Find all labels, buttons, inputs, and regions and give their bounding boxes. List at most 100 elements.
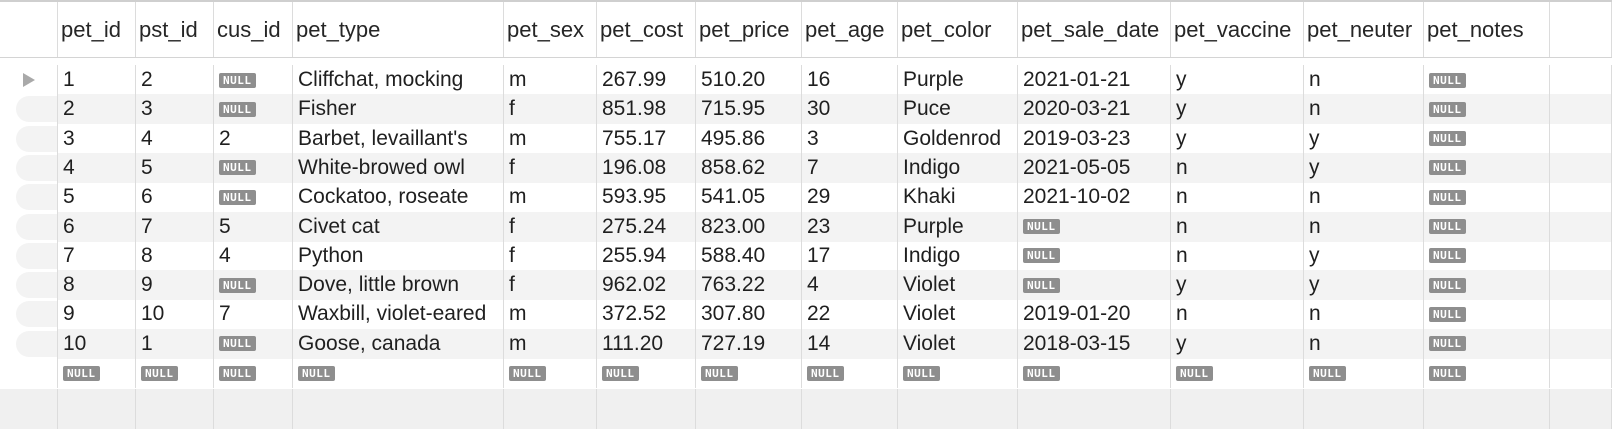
column-header-pet-neuter[interactable]: pet_neuter (1304, 2, 1424, 57)
cell-cus-id[interactable]: NULL (214, 358, 293, 388)
row-gutter[interactable] (0, 240, 58, 271)
cell-pet-color[interactable]: Violet (898, 328, 1018, 359)
new-row[interactable]: NULL NULL NULL NULL NULL NULL NULL NULL NULL NULL… (0, 358, 1612, 388)
cell-pet-color[interactable]: Indigo (898, 240, 1018, 271)
cell-pet-sex[interactable]: f (504, 211, 597, 242)
cell-pet-neuter[interactable]: NULL (1304, 358, 1424, 388)
cell-pet-vaccine[interactable]: y (1171, 94, 1304, 125)
cell-pet-price[interactable]: 715.95 (696, 94, 802, 125)
cell-pet-id[interactable]: 2 (58, 94, 136, 125)
cell-pet-sale-date[interactable]: NULL (1018, 240, 1171, 271)
cell-pst-id[interactable]: 9 (136, 270, 214, 301)
cell-pet-color[interactable]: Violet (898, 270, 1018, 301)
cell-pet-neuter[interactable]: n (1304, 182, 1424, 213)
cell-pet-vaccine[interactable]: n (1171, 211, 1304, 242)
cell-pet-cost[interactable]: NULL (597, 358, 696, 388)
cell-pet-vaccine[interactable]: y (1171, 270, 1304, 301)
cell-pet-type[interactable]: Python (293, 240, 504, 271)
cell-pet-notes[interactable]: NULL (1424, 299, 1550, 330)
table-row[interactable]: 5 6 NULL Cockatoo, roseate m 593.95 541.05 29 Kh… (0, 182, 1612, 213)
column-header-pet-vaccine[interactable]: pet_vaccine (1171, 2, 1304, 57)
cell-pet-id[interactable]: 8 (58, 270, 136, 301)
cell-pet-price[interactable]: 763.22 (696, 270, 802, 301)
table-row[interactable]: 1 2 NULL Cliffchat, mocking m 267.99 510.20 16 P… (0, 65, 1612, 95)
table-row[interactable]: 4 5 NULL White-browed owl f 196.08 858.62 7 Indi… (0, 152, 1612, 183)
cell-pet-type[interactable]: Fisher (293, 94, 504, 125)
cell-pst-id[interactable]: 1 (136, 328, 214, 359)
cell-pet-age[interactable]: NULL (802, 358, 898, 388)
cell-pet-neuter[interactable]: n (1304, 299, 1424, 330)
cell-pet-color[interactable]: NULL (898, 358, 1018, 388)
cell-pet-id[interactable]: 6 (58, 211, 136, 242)
column-header-pet-id[interactable]: pet_id (58, 2, 136, 57)
cell-pet-price[interactable]: 858.62 (696, 152, 802, 183)
table-row[interactable]: 6 7 5 Civet cat f 275.24 823.00 23 Purple NULL n n N… (0, 211, 1612, 242)
cell-pet-type[interactable]: Waxbill, violet-eared (293, 299, 504, 330)
cell-pst-id[interactable]: 6 (136, 182, 214, 213)
cell-pet-neuter[interactable]: n (1304, 94, 1424, 125)
cell-pst-id[interactable]: 7 (136, 211, 214, 242)
cell-pet-sale-date[interactable]: 2021-05-05 (1018, 152, 1171, 183)
cell-pet-neuter[interactable]: y (1304, 152, 1424, 183)
cell-cus-id[interactable]: 7 (214, 299, 293, 330)
cell-pet-sale-date[interactable]: 2019-01-20 (1018, 299, 1171, 330)
cell-pet-price[interactable]: 495.86 (696, 123, 802, 154)
cell-pet-neuter[interactable]: n (1304, 211, 1424, 242)
cell-pet-age[interactable]: 23 (802, 211, 898, 242)
table-row[interactable]: 10 1 NULL Goose, canada m 111.20 727.19 14 Viole… (0, 328, 1612, 359)
cell-pet-age[interactable]: 4 (802, 270, 898, 301)
column-header-pet-cost[interactable]: pet_cost (597, 2, 696, 57)
cell-pet-notes[interactable]: NULL (1424, 94, 1550, 125)
cell-pet-price[interactable]: 307.80 (696, 299, 802, 330)
cell-pet-type[interactable]: NULL (293, 358, 504, 388)
cell-pet-cost[interactable]: 851.98 (597, 94, 696, 125)
table-row[interactable]: 3 4 2 Barbet, levaillant's m 755.17 495.86 3 Gol… (0, 123, 1612, 154)
cell-pst-id[interactable]: 10 (136, 299, 214, 330)
cell-pet-sex[interactable]: m (504, 182, 597, 213)
column-header-cus-id[interactable]: cus_id (214, 2, 293, 57)
cell-pet-notes[interactable]: NULL (1424, 152, 1550, 183)
cell-pet-cost[interactable]: 962.02 (597, 270, 696, 301)
cell-pet-neuter[interactable]: n (1304, 65, 1424, 95)
cell-pet-type[interactable]: Cockatoo, roseate (293, 182, 504, 213)
cell-pet-notes[interactable]: NULL (1424, 123, 1550, 154)
column-header-pst-id[interactable]: pst_id (136, 2, 214, 57)
cell-pet-sex[interactable]: f (504, 240, 597, 271)
cell-pet-id[interactable]: 3 (58, 123, 136, 154)
column-header-pet-sex[interactable]: pet_sex (504, 2, 597, 57)
cell-pet-price[interactable]: 510.20 (696, 65, 802, 95)
row-gutter[interactable] (0, 358, 58, 388)
cell-pet-sex[interactable]: m (504, 123, 597, 154)
cell-pet-notes[interactable]: NULL (1424, 240, 1550, 271)
cell-pet-cost[interactable]: 372.52 (597, 299, 696, 330)
cell-pet-price[interactable]: 823.00 (696, 211, 802, 242)
cell-pet-id[interactable]: 10 (58, 328, 136, 359)
cell-pet-notes[interactable]: NULL (1424, 270, 1550, 301)
cell-cus-id[interactable]: 5 (214, 211, 293, 242)
cell-pet-sale-date[interactable]: 2020-03-21 (1018, 94, 1171, 125)
cell-cus-id[interactable]: NULL (214, 152, 293, 183)
cell-pet-cost[interactable]: 267.99 (597, 65, 696, 95)
cell-pet-color[interactable]: Goldenrod (898, 123, 1018, 154)
cell-pet-type[interactable]: Dove, little brown (293, 270, 504, 301)
cell-pst-id[interactable]: 2 (136, 65, 214, 95)
cell-pet-sale-date[interactable]: NULL (1018, 270, 1171, 301)
cell-pet-age[interactable]: 7 (802, 152, 898, 183)
cell-pet-id[interactable]: NULL (58, 358, 136, 388)
row-gutter[interactable] (0, 270, 58, 301)
cell-pet-sale-date[interactable]: 2021-01-21 (1018, 65, 1171, 95)
cell-pet-vaccine[interactable]: NULL (1171, 358, 1304, 388)
cell-pet-id[interactable]: 4 (58, 152, 136, 183)
cell-pst-id[interactable]: NULL (136, 358, 214, 388)
cell-pet-vaccine[interactable]: y (1171, 123, 1304, 154)
cell-pet-type[interactable]: White-browed owl (293, 152, 504, 183)
column-header-pet-color[interactable]: pet_color (898, 2, 1018, 57)
cell-pet-vaccine[interactable]: y (1171, 65, 1304, 95)
cell-pet-sale-date[interactable]: 2021-10-02 (1018, 182, 1171, 213)
column-header-pet-notes[interactable]: pet_notes (1424, 2, 1550, 57)
row-gutter[interactable] (0, 152, 58, 183)
cell-cus-id[interactable]: NULL (214, 328, 293, 359)
cell-pet-notes[interactable]: NULL (1424, 328, 1550, 359)
cell-pet-type[interactable]: Barbet, levaillant's (293, 123, 504, 154)
cell-pet-age[interactable]: 22 (802, 299, 898, 330)
